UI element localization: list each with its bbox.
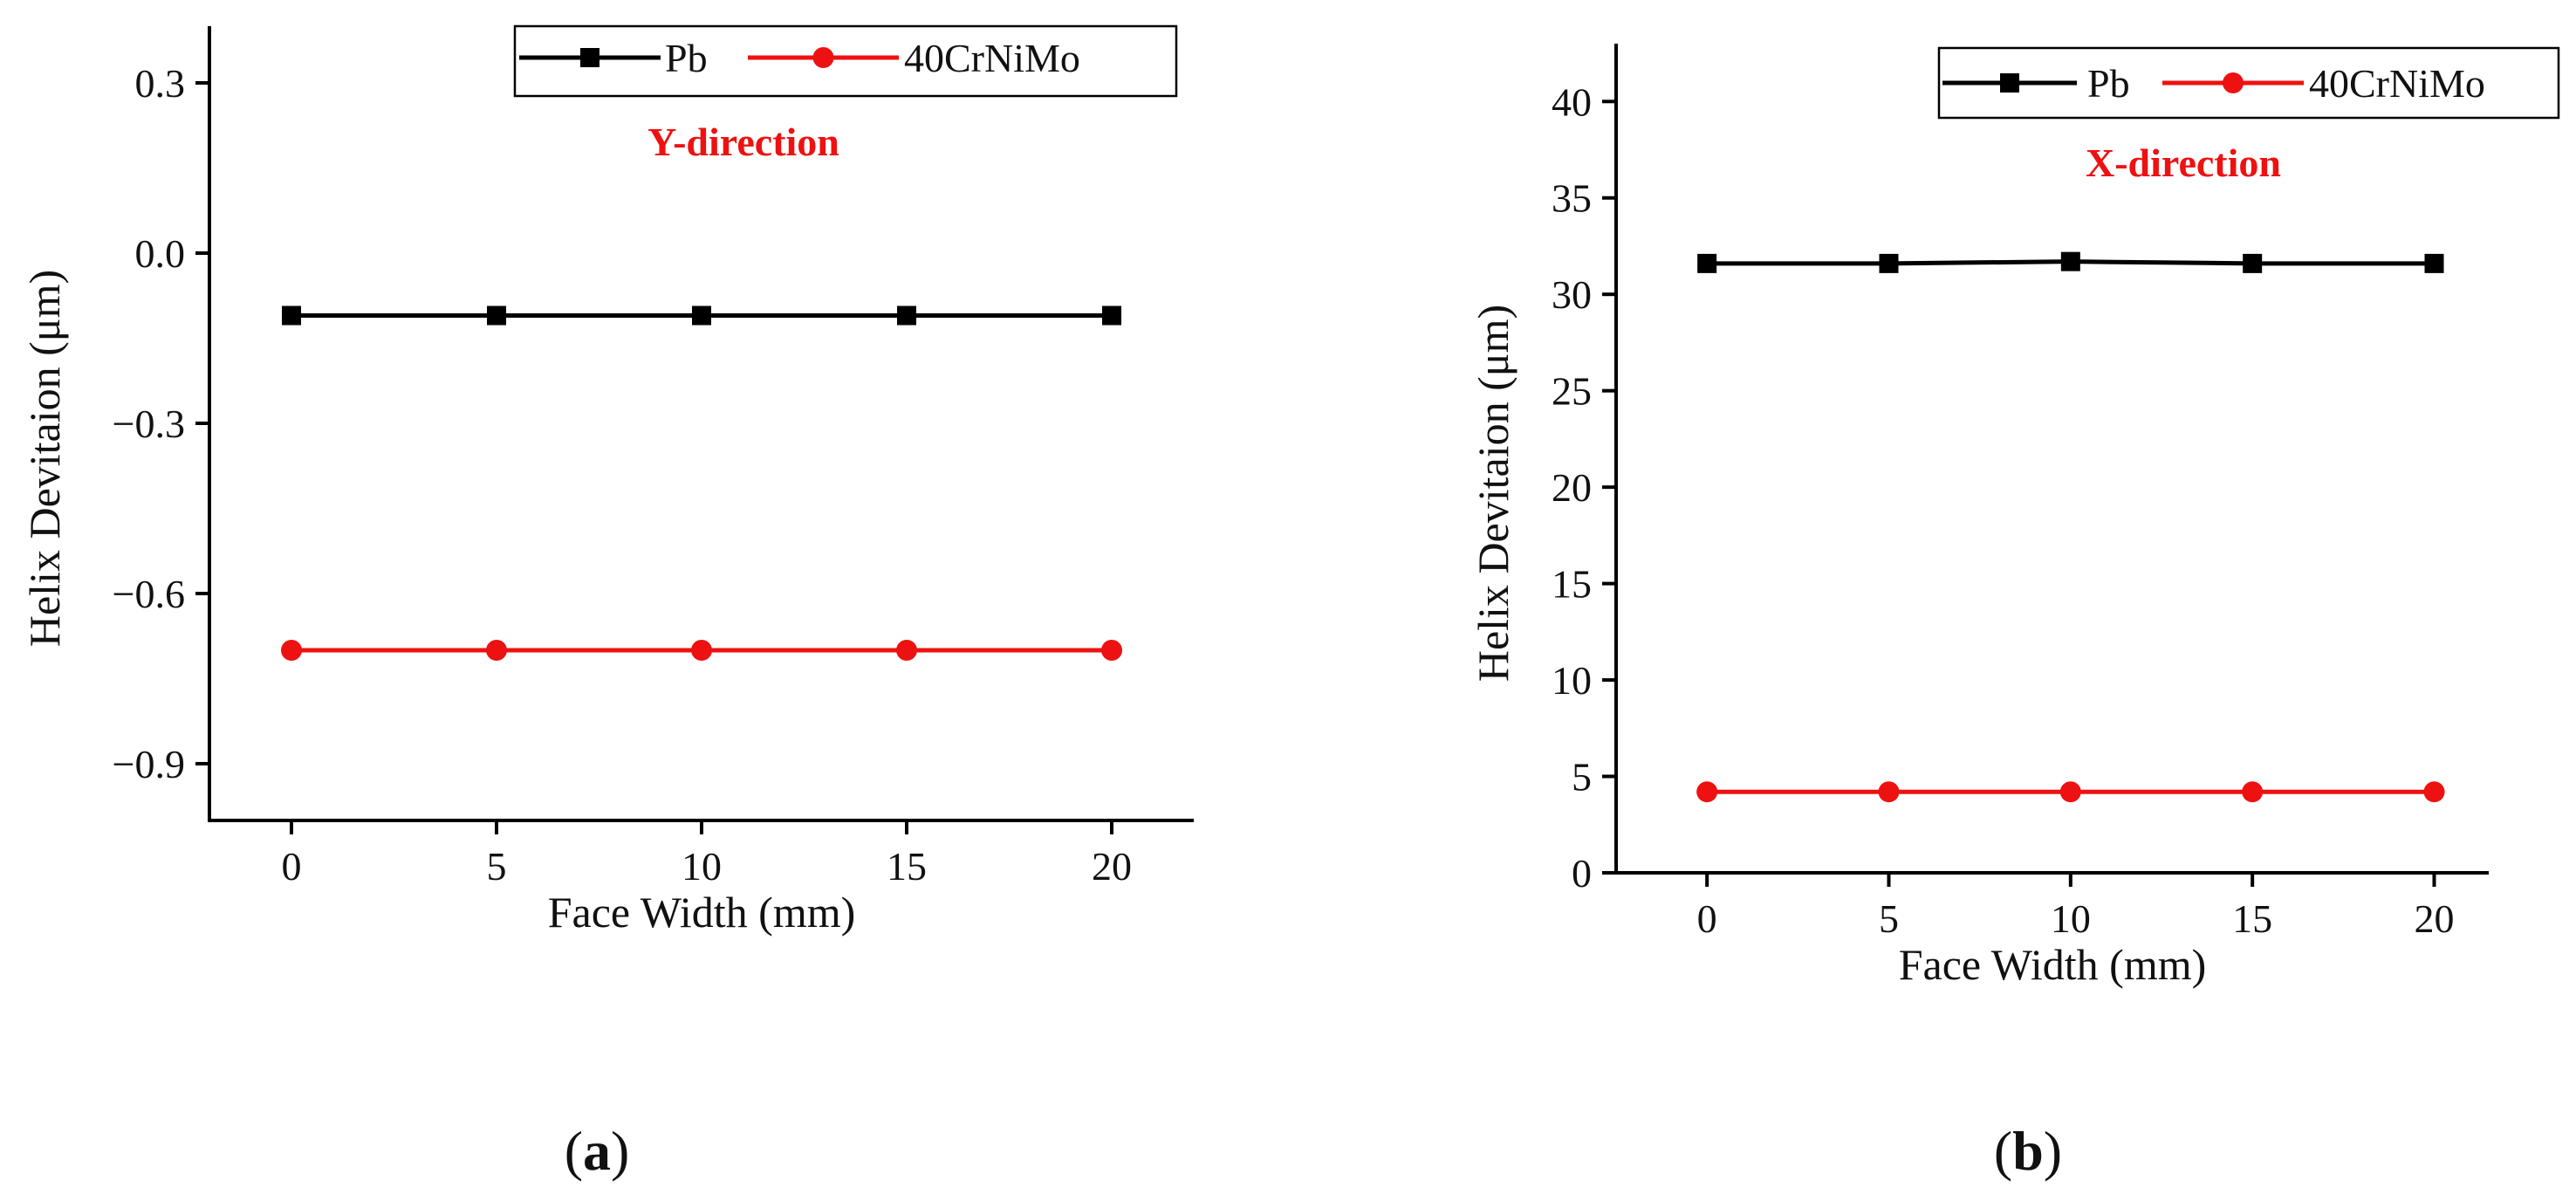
legend-marker-40crnimo bbox=[812, 47, 834, 68]
legend-label-40crnimo: 40CrNiMo bbox=[2309, 61, 2485, 106]
legend-box bbox=[513, 24, 1178, 98]
legend-marker-pb bbox=[2000, 73, 2019, 93]
series-40CrNiMo bbox=[1696, 781, 2445, 803]
data-point bbox=[281, 640, 302, 661]
y-tick-label: 35 bbox=[1552, 176, 1592, 221]
y-tick-label: 0.3 bbox=[135, 61, 186, 106]
y-tick-label: 0 bbox=[1572, 851, 1592, 896]
y-tick-label: 40 bbox=[1552, 79, 1592, 124]
x-tick-label: 15 bbox=[2232, 896, 2272, 941]
x-tick-label: 20 bbox=[1092, 844, 1132, 889]
data-point bbox=[1697, 253, 1717, 273]
data-point bbox=[896, 640, 917, 661]
y-axis-title: Helix Devitaion (μm) bbox=[1469, 305, 1518, 682]
data-point bbox=[2059, 781, 2081, 803]
x-axis-title: Face Width (mm) bbox=[548, 888, 856, 937]
data-point bbox=[282, 305, 301, 326]
data-point bbox=[2423, 781, 2445, 803]
panel-label: (a) bbox=[565, 1120, 630, 1182]
y-tick-label: 30 bbox=[1552, 272, 1592, 317]
chart-panel-a: 0.3 0.0 −0.3 −0.6 −0.9 0 5 10 15 20 Face Width (mm… bbox=[20, 24, 1194, 1182]
legend-marker-40crnimo bbox=[2223, 72, 2244, 93]
y-tick-label: 0.0 bbox=[135, 231, 186, 276]
legend: Pb 40CrNiMo bbox=[513, 24, 1178, 98]
y-tick-label: 5 bbox=[1572, 755, 1592, 800]
y-tick-label: 10 bbox=[1552, 658, 1592, 703]
legend-label-pb: Pb bbox=[665, 36, 708, 80]
data-point bbox=[2242, 781, 2264, 803]
x-tick-label: 15 bbox=[887, 844, 927, 889]
direction-annotation: X-direction bbox=[2086, 141, 2281, 185]
panel-label: (b) bbox=[1994, 1120, 2062, 1182]
data-point bbox=[1102, 305, 1121, 326]
data-point bbox=[2060, 251, 2080, 271]
data-point bbox=[2424, 253, 2444, 273]
data-point bbox=[1878, 781, 1900, 803]
x-tick-label: 0 bbox=[1697, 896, 1717, 941]
legend: Pb 40CrNiMo bbox=[1937, 46, 2560, 120]
data-point bbox=[487, 305, 506, 326]
data-point bbox=[692, 305, 711, 326]
legend-label-pb: Pb bbox=[2087, 61, 2130, 106]
y-tick-label: −0.9 bbox=[113, 742, 185, 786]
x-tick-label: 5 bbox=[487, 844, 507, 889]
data-point bbox=[897, 305, 916, 326]
legend-label-40crnimo: 40CrNiMo bbox=[904, 36, 1080, 80]
data-point bbox=[1101, 640, 1122, 661]
y-tick-label: 15 bbox=[1552, 562, 1592, 607]
x-tick-label: 20 bbox=[2415, 896, 2455, 941]
x-tick-label: 0 bbox=[282, 844, 302, 889]
y-tick-label: 25 bbox=[1552, 369, 1592, 414]
direction-annotation: Y-direction bbox=[647, 120, 839, 164]
data-point bbox=[2243, 253, 2263, 273]
x-tick-label: 5 bbox=[1879, 896, 1899, 941]
y-tick-label: −0.6 bbox=[113, 572, 185, 616]
legend-marker-pb bbox=[580, 48, 599, 67]
series-Pb bbox=[282, 305, 1121, 326]
data-point bbox=[1696, 781, 1718, 803]
y-axis-title: Helix Devitaion (μm) bbox=[20, 270, 69, 647]
data-point bbox=[1879, 253, 1899, 273]
series-40CrNiMo bbox=[281, 640, 1122, 661]
x-tick-label: 10 bbox=[2051, 896, 2091, 941]
x-axis-title: Face Width (mm) bbox=[1899, 940, 2207, 989]
x-tick-label: 10 bbox=[682, 844, 722, 889]
series-Pb bbox=[1697, 251, 2444, 273]
data-point bbox=[691, 640, 712, 661]
data-point bbox=[486, 640, 507, 661]
chart-panel-b: 0 5 10 15 20 25 30 35 40 0 5 10 15 20 Face Width (mm) H… bbox=[1469, 44, 2560, 1182]
y-tick-label: −0.3 bbox=[113, 401, 185, 446]
y-tick-label: 20 bbox=[1552, 465, 1592, 510]
